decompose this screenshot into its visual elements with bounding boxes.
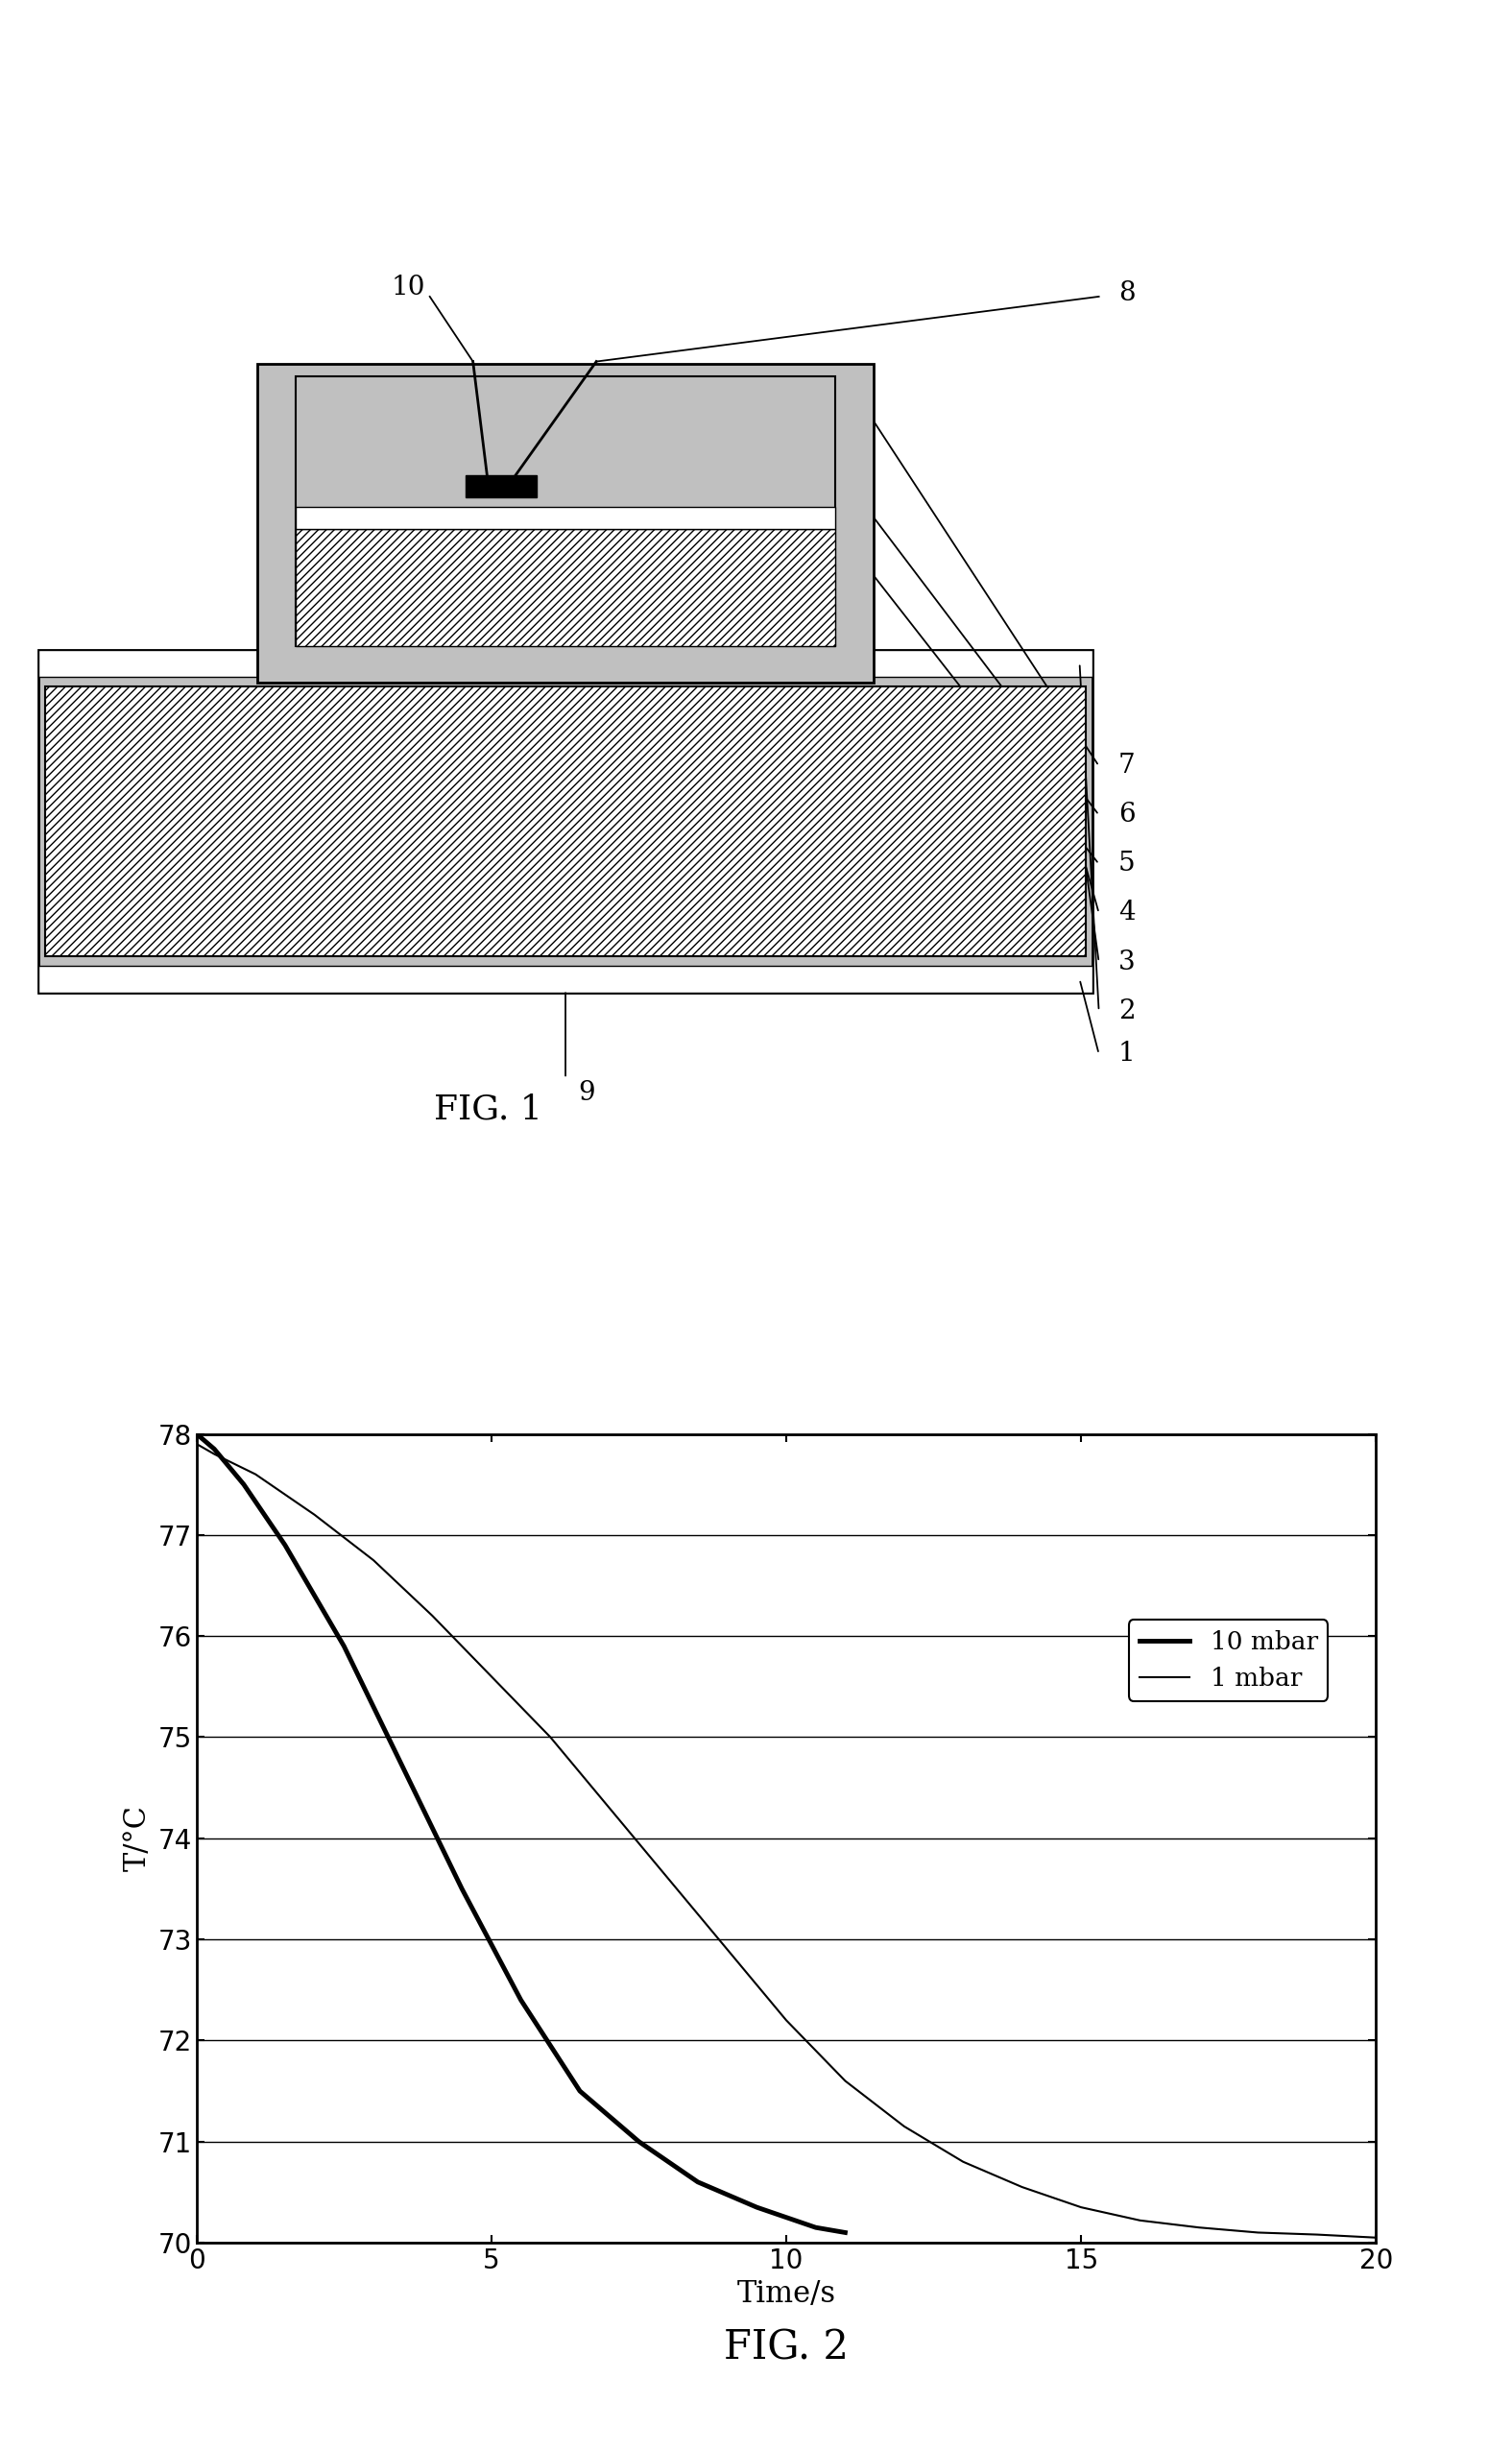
Bar [295,507,835,529]
Bar [39,650,1092,993]
Legend: 10 mbar, 1 mbar: 10 mbar, 1 mbar [1129,1620,1328,1701]
Text: 2: 2 [1119,998,1136,1025]
Bar [295,529,835,647]
Text: 1: 1 [1119,1042,1136,1066]
Bar [39,966,1092,993]
Text: 4: 4 [1119,900,1136,926]
X-axis label: Time/s: Time/s [736,2279,836,2309]
Y-axis label: T/°C: T/°C [122,1804,153,1873]
Text: FIG. 2: FIG. 2 [724,2328,848,2368]
Text: 7: 7 [1119,752,1136,779]
Bar [45,686,1086,956]
Text: 5: 5 [1119,850,1136,877]
Text: 6: 6 [1119,801,1136,828]
Text: 8: 8 [1119,279,1136,306]
Bar [257,365,874,684]
Text: 3: 3 [1119,949,1136,975]
Text: 9: 9 [578,1081,596,1105]
Text: 10: 10 [392,275,425,301]
Bar [466,475,537,498]
Text: FIG. 1: FIG. 1 [434,1093,543,1125]
Bar [39,650,1092,676]
Bar [295,377,835,647]
